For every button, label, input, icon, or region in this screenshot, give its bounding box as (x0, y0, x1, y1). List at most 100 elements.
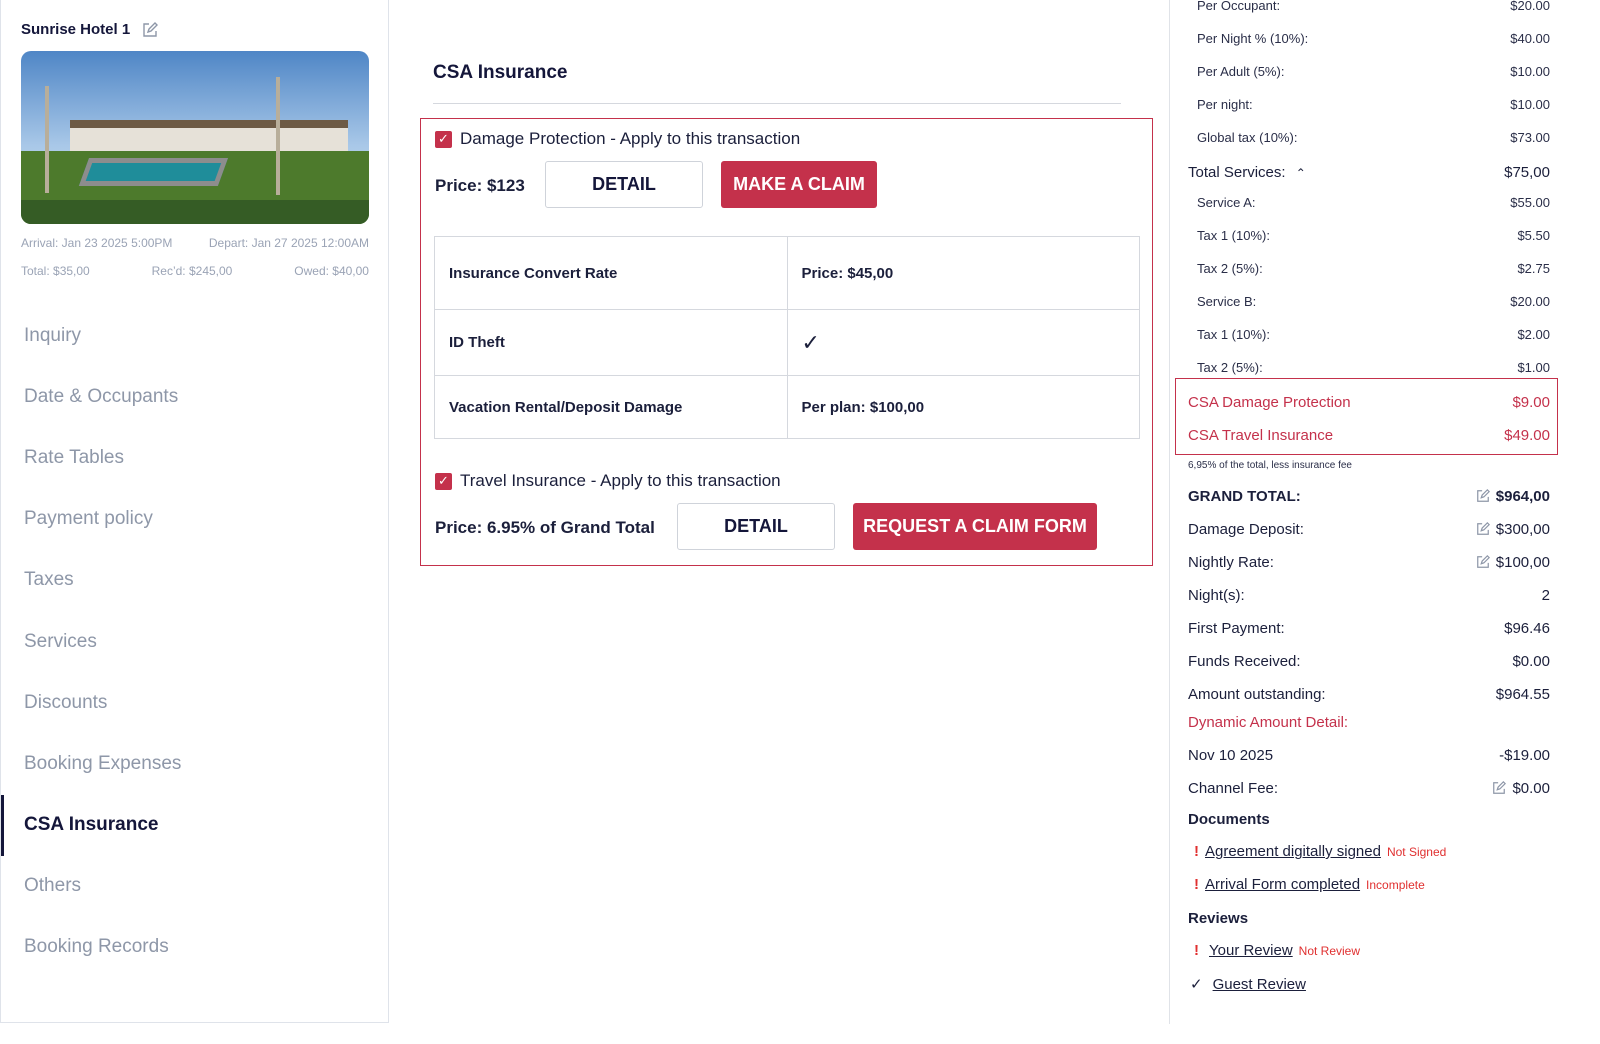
total-row: Amount outstanding: $964.55 (1188, 684, 1550, 704)
row-label: GRAND TOTAL: (1188, 487, 1301, 505)
row-value-wrap: $2.75 (1517, 261, 1550, 276)
total-services-value: $75,00 (1504, 163, 1550, 181)
document-link[interactable]: Arrival Form completed (1205, 876, 1361, 893)
warning-icon: ! (1194, 843, 1199, 860)
total-services-label: Total Services: (1188, 163, 1286, 181)
row-value-wrap: $964,00 (1476, 488, 1550, 505)
row-value-wrap: -$19.00 (1499, 747, 1550, 764)
row-value: $1.00 (1517, 359, 1550, 375)
row-label: Tax 2 (5%): (1197, 359, 1263, 375)
sidebar-item-booking-expenses[interactable]: Booking Expenses (24, 752, 182, 774)
row-label: First Payment: (1188, 619, 1285, 637)
row-value-wrap: $100,00 (1476, 554, 1550, 571)
damage-protection-checkbox-row[interactable]: ✓ Damage Protection - Apply to this tran… (435, 129, 800, 149)
sidebar-item-date-occupants[interactable]: Date & Occupants (24, 385, 179, 407)
row-value: $0.00 (1512, 779, 1550, 797)
row-value: $5.50 (1517, 227, 1550, 243)
depart-date: Depart: Jan 27 2025 12:00AM (208, 236, 369, 250)
travel-insurance-checkbox-row[interactable]: ✓ Travel Insurance - Apply to this trans… (435, 471, 781, 491)
review-link[interactable]: Your Review (1209, 942, 1293, 959)
row-label: Service B: (1197, 293, 1257, 309)
row-value: $10.00 (1510, 63, 1550, 79)
row-label: Amount outstanding: (1188, 685, 1326, 703)
table-row: Vacation Rental/Deposit Damage Per plan: … (434, 375, 1140, 439)
check-icon: ✓ (1190, 976, 1203, 993)
edit-icon[interactable] (1476, 521, 1490, 536)
page-title: CSA Insurance (433, 62, 568, 83)
divider (433, 103, 1121, 104)
travel-detail-button[interactable]: DETAIL (677, 503, 835, 550)
total-row: First Payment: $96.46 (1188, 618, 1550, 638)
sidebar-item-taxes[interactable]: Taxes (24, 569, 74, 591)
row-label: CSA Travel Insurance (1188, 426, 1334, 444)
row-label: Tax 1 (10%): (1197, 326, 1270, 342)
row-value: $20.00 (1510, 293, 1550, 309)
edit-icon[interactable] (1492, 780, 1507, 795)
row-value: 2 (1541, 586, 1550, 604)
row-value: $300,00 (1495, 520, 1550, 538)
row-label: Damage Deposit: (1188, 520, 1304, 538)
hotel-title: Sunrise Hotel 1 (21, 21, 159, 38)
stay-dates: Arrival: Jan 23 2025 5:00PM Depart: Jan … (21, 236, 369, 250)
row-value: $2.00 (1517, 326, 1550, 342)
sidebar-item-discounts[interactable]: Discounts (24, 691, 108, 713)
edit-icon[interactable] (142, 21, 159, 38)
row-label: CSA Damage Protection (1188, 393, 1351, 411)
row-value: $964.55 (1495, 685, 1550, 703)
service-row: Tax 2 (5%): $2.75 (1197, 258, 1550, 278)
sidebar-item-booking-records[interactable]: Booking Records (24, 936, 169, 958)
rate-row: Per Adult (5%): $10.00 (1197, 61, 1550, 81)
request-claim-form-button[interactable]: REQUEST A CLAIM FORM (853, 503, 1097, 550)
review-item: ✓ Guest Review (1190, 975, 1312, 994)
row-value-wrap: $40.00 (1510, 31, 1550, 46)
rate-row: Per Night % (10%): $40.00 (1197, 28, 1550, 48)
sidebar-item-payment-policy[interactable]: Payment policy (24, 508, 153, 530)
service-row: Tax 1 (10%): $2.00 (1197, 324, 1550, 344)
row-value: $96.46 (1504, 619, 1550, 637)
damage-protection-label: Damage Protection - Apply to this transa… (460, 129, 801, 148)
sidebar: Sunrise Hotel 1 Arrival: Jan 23 2025 5:0… (0, 0, 389, 1023)
reviews-heading: Reviews (1188, 910, 1249, 927)
row-value-wrap: $964.55 (1496, 686, 1550, 703)
service-row: Service A: $55.00 (1197, 192, 1550, 212)
service-row: Tax 2 (5%): $1.00 (1197, 357, 1550, 377)
document-link[interactable]: Agreement digitally signed (1205, 843, 1381, 860)
checkbox-checked-icon[interactable]: ✓ (435, 130, 452, 148)
row-value-wrap: $20.00 (1510, 0, 1550, 13)
damage-detail-button[interactable]: DETAIL (545, 161, 703, 208)
rate-row: Per Occupant: $20.00 (1197, 0, 1550, 15)
edit-icon[interactable] (1476, 488, 1490, 503)
arrival-date: Arrival: Jan 23 2025 5:00PM (21, 236, 173, 250)
sidebar-item-others[interactable]: Others (24, 875, 82, 897)
row-value-wrap: $10.00 (1510, 97, 1550, 112)
total-row: Night(s): 2 (1188, 585, 1550, 605)
row-value-wrap: $0.00 (1492, 780, 1550, 797)
review-status: Not Review (1298, 943, 1361, 958)
total-amount: Total: $35,00 (21, 264, 90, 278)
total-row: Damage Deposit: $300,00 (1188, 519, 1550, 539)
row-value: $0.00 (1512, 652, 1550, 670)
make-claim-button[interactable]: MAKE A CLAIM (721, 161, 877, 208)
table-row: Insurance Convert Rate Price: $45,00 (434, 236, 1140, 310)
document-status: Incomplete (1366, 877, 1425, 892)
total-services-toggle[interactable]: Total Services: ⌃ $75,00 (1188, 162, 1550, 182)
row-value: $10.00 (1510, 96, 1550, 112)
cell: ID Theft (434, 309, 788, 376)
sidebar-item-csa-insurance[interactable]: CSA Insurance (1, 794, 389, 856)
checkbox-checked-icon[interactable]: ✓ (435, 472, 452, 490)
sidebar-nav: Inquiry Date & Occupants Rate Tables Paymen… (1, 305, 389, 978)
sidebar-item-rate-tables[interactable]: Rate Tables (24, 446, 124, 468)
chevron-up-icon[interactable]: ⌃ (1295, 165, 1306, 180)
row-value-wrap: $20.00 (1510, 294, 1550, 309)
table-row: ID Theft ✓ (434, 309, 1140, 376)
booking-summary: 6,95% of the total, less insurance fee P… (1169, 0, 1600, 1024)
review-link[interactable]: Guest Review (1212, 975, 1306, 993)
csa-summary-box (1175, 378, 1558, 455)
edit-icon[interactable] (1476, 554, 1490, 569)
sidebar-item-inquiry[interactable]: Inquiry (24, 324, 82, 346)
row-value-wrap: $10.00 (1510, 64, 1550, 79)
insurance-note: 6,95% of the total, less insurance fee (1188, 460, 1352, 471)
sidebar-item-services[interactable]: Services (24, 630, 97, 652)
review-item: ! Your Review Not Review (1194, 942, 1360, 959)
row-label: Total Services: ⌃ (1188, 164, 1306, 181)
